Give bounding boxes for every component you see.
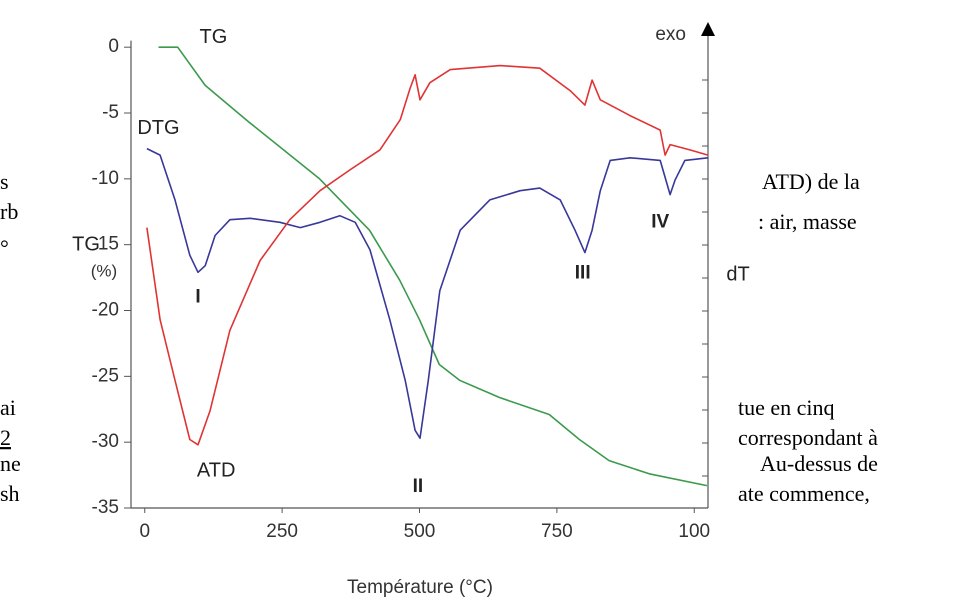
y-tick-label: -5 <box>102 102 119 123</box>
series-line <box>146 64 709 446</box>
y-tick-label: -20 <box>92 300 119 321</box>
background-text: correspondant à <box>738 425 878 450</box>
y-tick-label: -35 <box>92 497 119 518</box>
y-axis-unit: (%) <box>91 261 117 280</box>
annotation: DTG <box>137 117 179 139</box>
annotation: II <box>413 476 424 497</box>
background-text: : air, masse <box>758 209 857 234</box>
series-line <box>146 147 709 439</box>
chart-panel <box>70 0 735 606</box>
x-tick-label: 750 <box>541 521 573 542</box>
x-tick-label: 100 <box>678 521 710 542</box>
background-text: ai <box>0 395 16 420</box>
annotation: III <box>575 263 591 284</box>
y2-note: exo <box>655 24 686 45</box>
x-axis-label: Température (°C) <box>347 577 493 598</box>
exo-arrow <box>701 22 715 36</box>
y-tick-label: -30 <box>92 431 119 452</box>
y-tick-label: -10 <box>92 168 119 189</box>
background-text: Au-dessus de <box>760 451 878 476</box>
y-tick-label: -15 <box>92 234 119 255</box>
series-line <box>158 46 708 487</box>
background-text-layer: s rb ° ai 2ne sh ATD) de la : air, masse tue en … <box>0 169 878 506</box>
y2-axis-label: dT <box>726 263 749 285</box>
background-text: tue en cinq <box>738 395 835 420</box>
background-text: sh <box>0 481 20 506</box>
annotation: I <box>195 286 200 307</box>
background-text: 2 <box>0 425 11 450</box>
background-text: ° <box>0 235 9 260</box>
y-axis-label: TG <box>72 233 100 255</box>
background-text: rb <box>0 199 18 224</box>
x-tick-label: 500 <box>404 521 436 542</box>
x-tick-label: 250 <box>266 521 298 542</box>
background-text: s <box>0 169 9 194</box>
x-tick-label: 0 <box>139 521 150 542</box>
background-text: ne <box>0 451 21 476</box>
annotation: IV <box>651 211 669 232</box>
y2-minor-ticks <box>702 79 708 477</box>
annotation: ATD <box>197 459 236 481</box>
y-tick-label: 0 <box>108 36 119 57</box>
background-text: ate commence, <box>738 481 870 506</box>
annotation: TG <box>200 26 228 48</box>
y-tick-label: -25 <box>92 365 119 386</box>
background-text: ATD) de la <box>762 169 860 194</box>
